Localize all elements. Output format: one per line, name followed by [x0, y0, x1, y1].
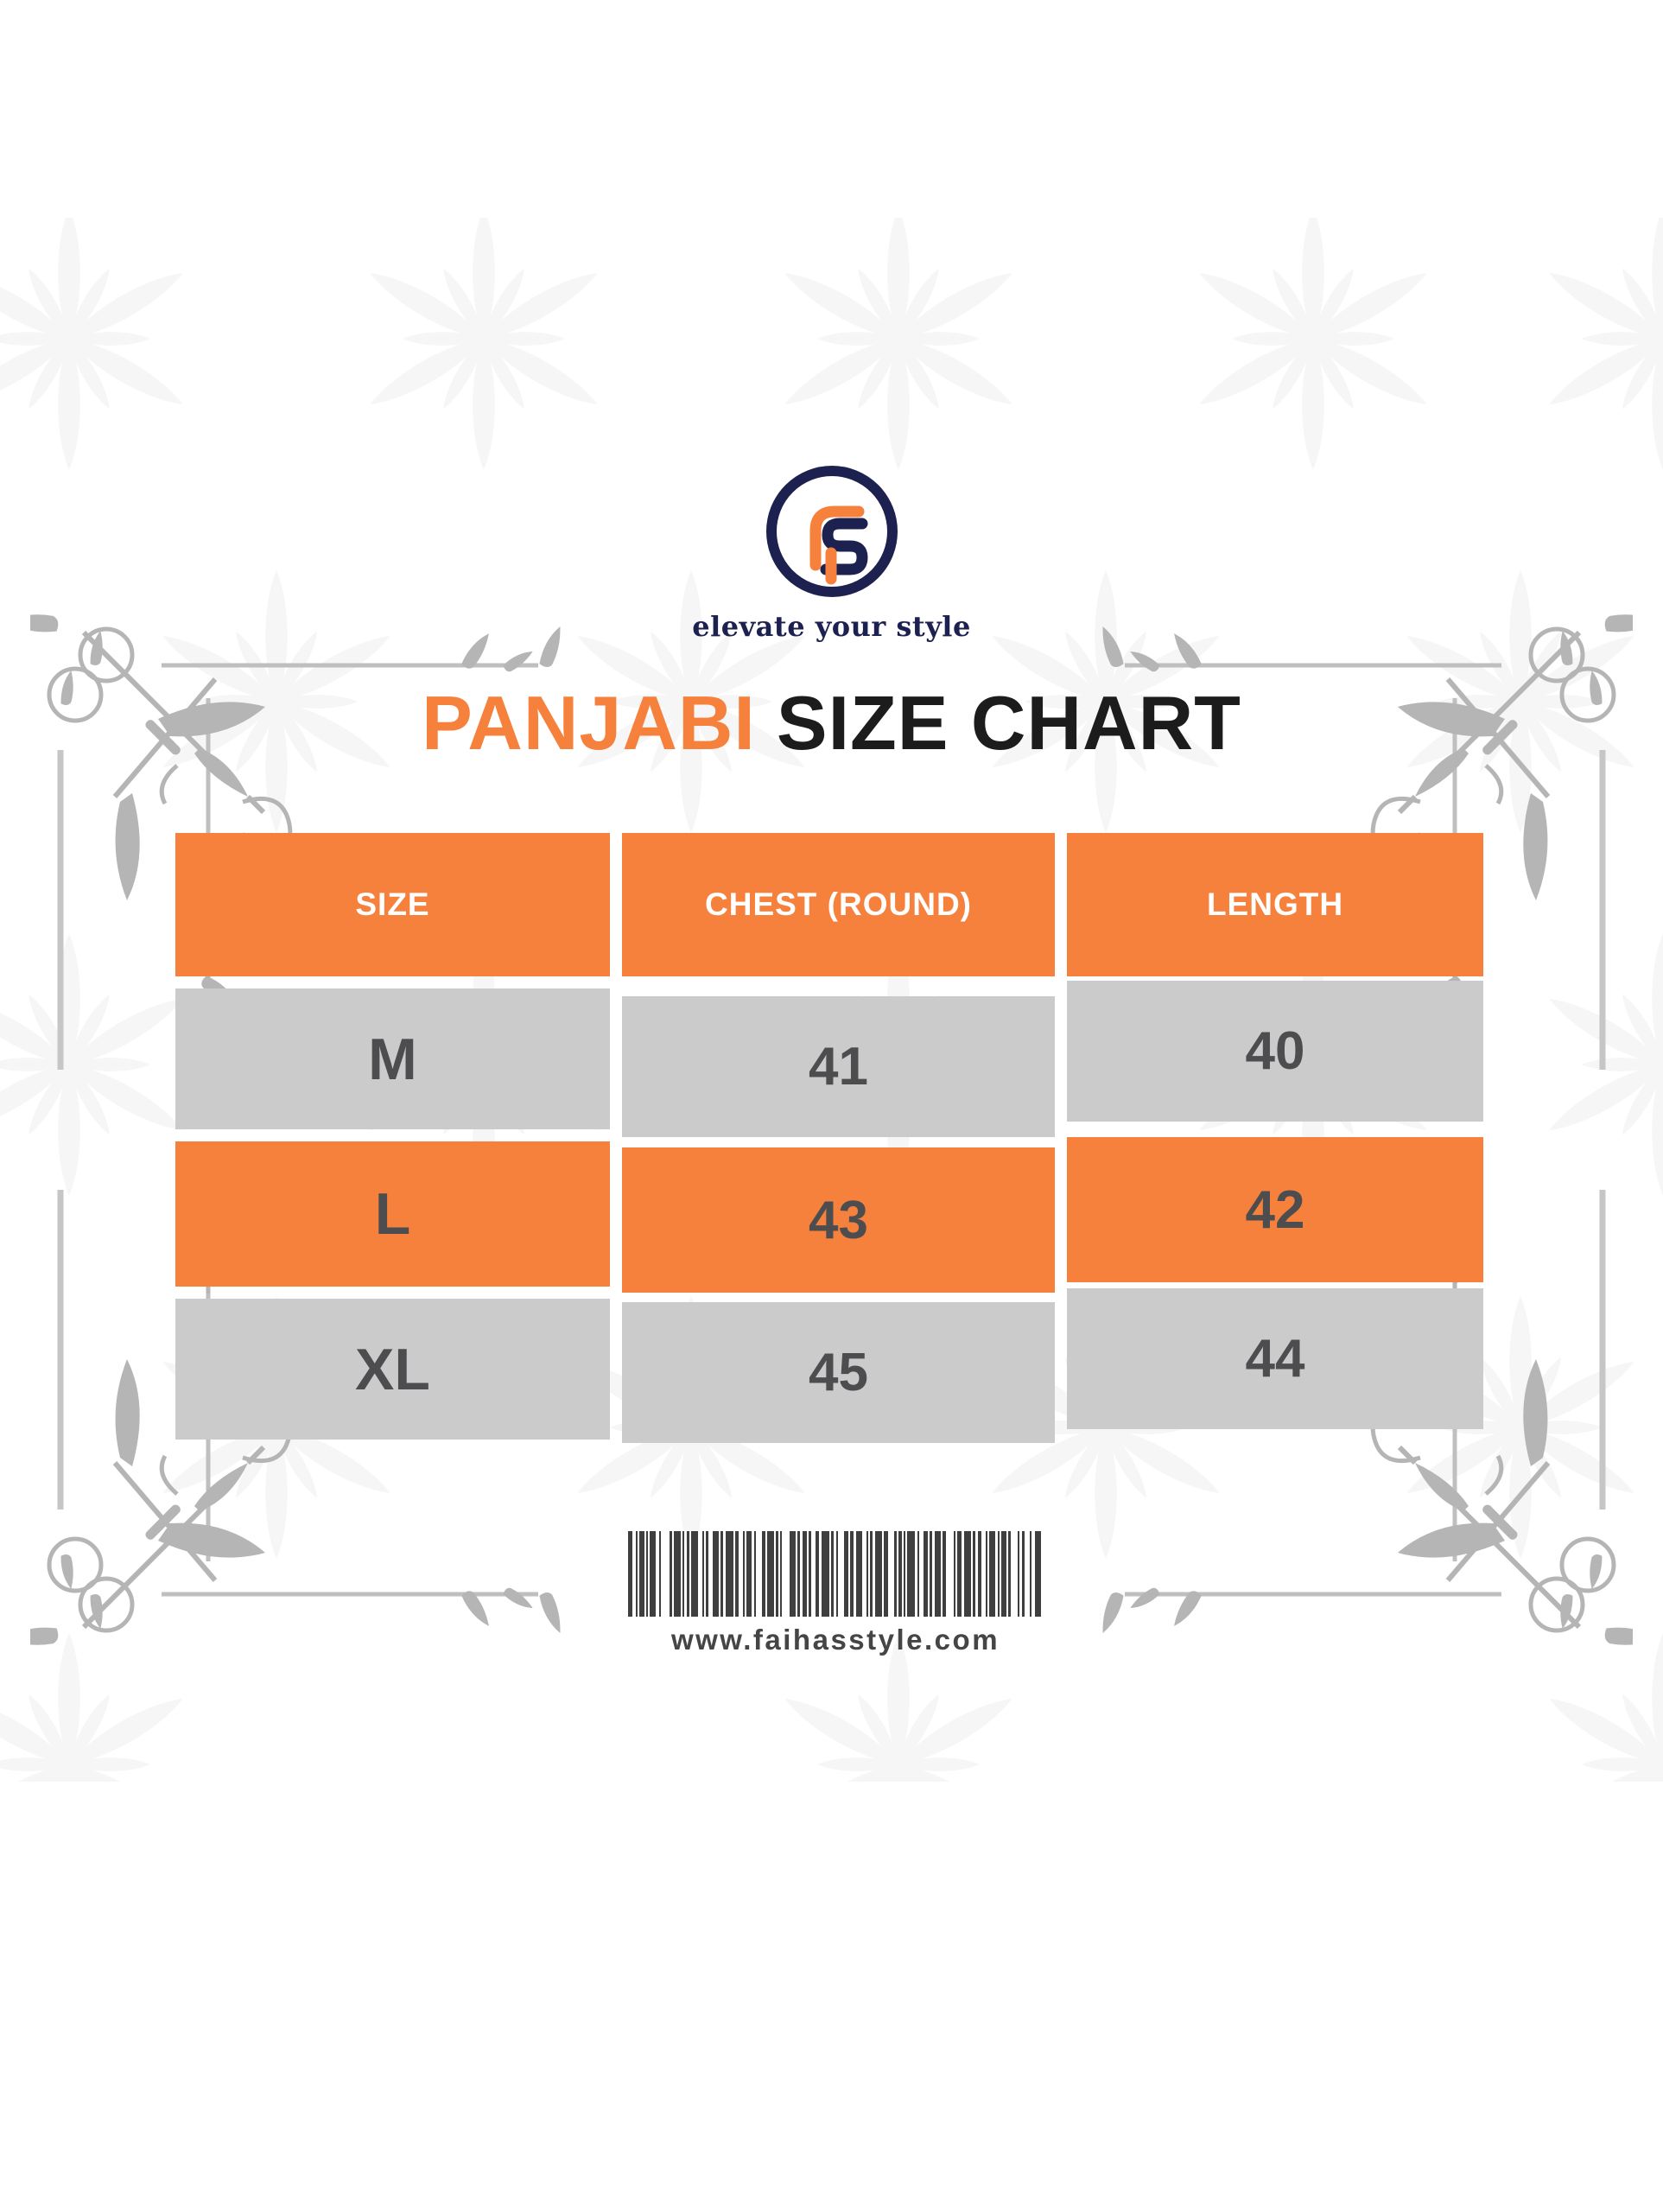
header-cell-length: LENGTH	[1067, 833, 1483, 976]
cell-xl-size: XL	[175, 1299, 610, 1440]
fs-monogram-icon	[765, 466, 898, 597]
website-url: www.faihasstyle.com	[670, 1624, 1000, 1656]
cell-m-chest: 41	[622, 996, 1055, 1137]
page-title-rest: SIZE CHART	[776, 680, 1241, 766]
cell-m-length: 40	[1067, 981, 1483, 1122]
page-title: PANJABI SIZE CHART	[0, 679, 1663, 767]
page-title-highlight: PANJABI	[422, 680, 756, 766]
header-cell-size: SIZE	[175, 833, 610, 976]
barcode-icon	[628, 1531, 1043, 1617]
brand-block: elevate your style	[0, 458, 1663, 643]
size-chart-table: SIZE CHEST (ROUND) LENGTH M 41 40 L 43 4…	[175, 833, 1483, 1443]
cell-l-chest: 43	[622, 1147, 1055, 1293]
cell-l-length: 42	[1067, 1137, 1483, 1282]
cell-l-size: L	[175, 1141, 610, 1287]
header-cell-chest: CHEST (ROUND)	[622, 833, 1055, 976]
brand-tagline: elevate your style	[692, 610, 971, 643]
cell-xl-length: 44	[1067, 1288, 1483, 1429]
cell-xl-chest: 45	[622, 1302, 1055, 1443]
cell-m-size: M	[175, 988, 610, 1129]
